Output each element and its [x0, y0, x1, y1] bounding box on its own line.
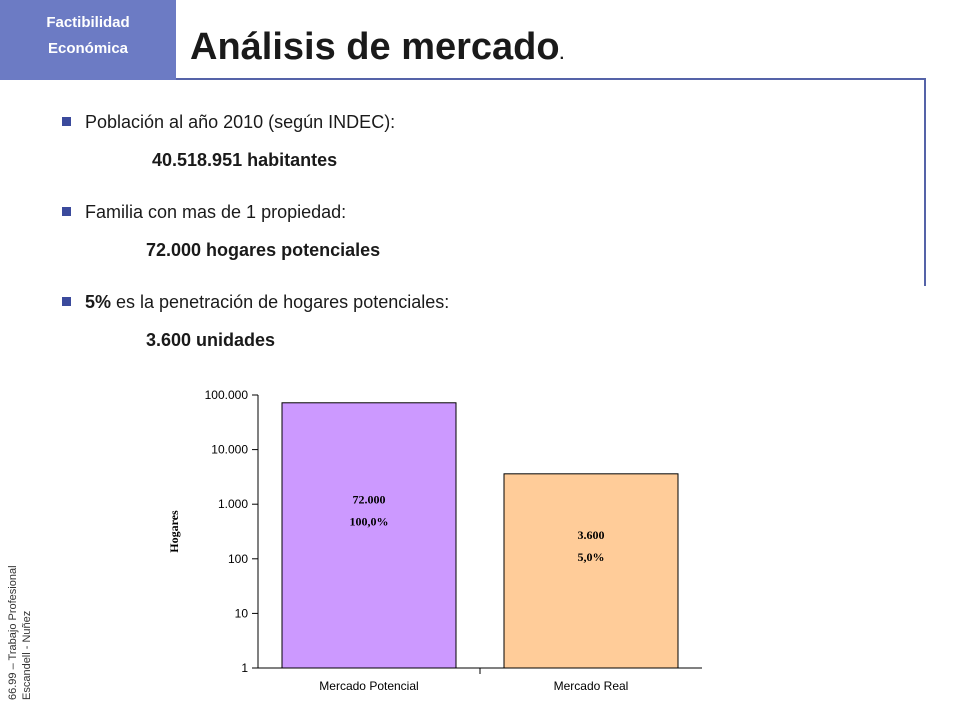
population-value: 40.518.951 habitantes: [152, 150, 338, 170]
side-note-line1: 66.99 – Trabajo Profesional: [7, 565, 19, 700]
y-axis-label: Hogares: [167, 510, 181, 553]
bar-mercado-real: [503, 473, 679, 669]
x-category-label: Mercado Potencial: [319, 679, 418, 693]
y-tick-label: 1: [241, 661, 248, 675]
bullet-families-text: Familia con mas de 1 propiedad:: [85, 202, 347, 222]
bullet-square-icon: [62, 207, 71, 216]
penetration-value: 3.600 unidades: [146, 330, 276, 350]
header-rule-vertical: [924, 78, 926, 286]
page-title-dot: .: [559, 46, 565, 63]
bar-percent-label: 5,0%: [578, 550, 605, 564]
y-tick-label: 100.000: [205, 388, 249, 402]
bullet-population-text: Población al año 2010 (según INDEC):: [85, 112, 396, 132]
page-title: Análisis de mercado.: [190, 26, 564, 69]
bar-value-label: 72.000: [353, 492, 386, 506]
bar-mercado-potencial: [281, 402, 457, 669]
side-note-line2: Escandell - Nuñez: [21, 610, 33, 700]
bullet-penetration: 5% es la penetración de hogares potencia…: [62, 292, 449, 313]
section-tag-line2: Económica: [47, 40, 129, 57]
header-rule-horizontal: [176, 78, 926, 80]
bar-value-label: 3.600: [578, 528, 605, 542]
y-tick-label: 10.000: [211, 443, 248, 457]
bullet-square-icon: [62, 297, 71, 306]
section-tag-line1: Factibilidad: [46, 14, 130, 31]
section-tag: Factibilidad Económica: [0, 0, 176, 80]
side-note: 66.99 – Trabajo Profesional Escandell - …: [6, 500, 34, 700]
y-tick-label: 1.000: [218, 497, 248, 511]
bar-percent-label: 100,0%: [350, 514, 389, 528]
bullet-families: Familia con mas de 1 propiedad:: [62, 202, 346, 223]
y-tick-label: 100: [228, 552, 248, 566]
x-category-label: Mercado Real: [554, 679, 629, 693]
y-tick-label: 10: [235, 606, 249, 620]
bullet-penetration-percent: 5%: [85, 292, 112, 312]
bullet-penetration-text: es la penetración de hogares potenciales…: [111, 292, 450, 312]
market-chart: 1 10 100 1.000 10.000 100.000 Mercado Potenci…: [167, 388, 702, 693]
families-value: 72.000 hogares potenciales: [146, 240, 381, 260]
page-title-text: Análisis de mercado: [190, 26, 560, 68]
bullet-square-icon: [62, 117, 71, 126]
bullet-population: Población al año 2010 (según INDEC):: [62, 112, 395, 133]
